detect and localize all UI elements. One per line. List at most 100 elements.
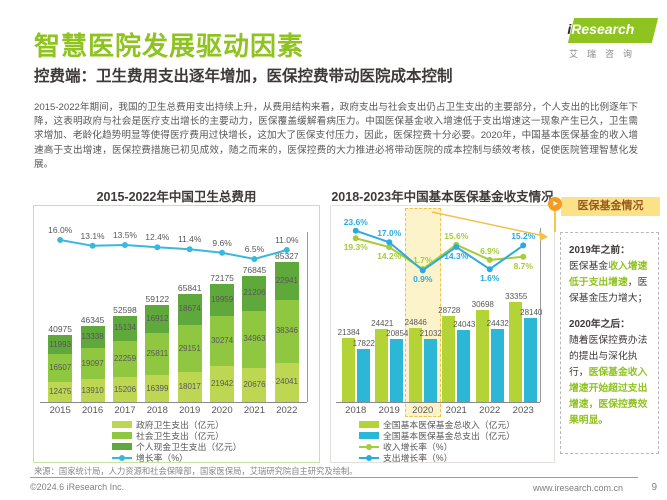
bar-segment — [48, 354, 73, 382]
income-growth-label: 19.3% — [343, 242, 368, 253]
legend-label: 增长率（%） — [136, 453, 188, 463]
x-tick-label: 2015 — [49, 405, 71, 416]
growth-rate-label: 16.0% — [48, 225, 73, 235]
legend-line-swatch — [112, 455, 132, 461]
segment-value: 38346 — [275, 326, 298, 336]
expense-growth-label: 15.2% — [511, 231, 536, 242]
x-tick-label: 2020 — [412, 405, 434, 416]
bar-segment — [48, 334, 73, 355]
income-value: 30698 — [471, 299, 494, 309]
income-bar — [408, 327, 422, 402]
expense-value: 17822 — [352, 338, 375, 348]
body-paragraph: 2015-2022年期间，我国的卫生总费用支出持续上升，从费用结构来看，政府支出… — [34, 102, 638, 170]
x-tick-label: 2021 — [243, 405, 265, 416]
x-tick-label: 2019 — [378, 405, 400, 416]
bar-segment — [80, 325, 105, 348]
income-value: 28728 — [438, 305, 461, 315]
medical-insurance-fund-chart: 21384 17822 2018 24421 20854 2019 24846 21032 20… — [330, 205, 555, 463]
segment-value: 22941 — [275, 275, 298, 285]
income-value: 21384 — [337, 327, 360, 337]
bar-total: 72175 — [210, 272, 234, 283]
logo-green-box: iResearch — [567, 18, 659, 43]
expense-bar — [423, 338, 437, 402]
right-chart-title: 2018-2023年中国基本医保基金收支情况 — [331, 190, 554, 204]
sidebar-accent-text: 医保基金收入增速开始超过支出增速，医保控费效果明显。 — [569, 367, 648, 426]
expense-growth-label: 14.3% — [444, 250, 469, 261]
segment-value: 21206 — [243, 288, 266, 298]
legend-row: 全国基本医保基金总收入（亿元） — [359, 419, 515, 430]
bar-segment — [112, 340, 137, 378]
source-note: 来源：国家统计局，人力资源和社会保障部，国家医保局，艾瑞研究院自主研究及绘制。 — [34, 466, 358, 476]
bar-segment — [80, 379, 105, 402]
x-tick-label: 2018 — [345, 405, 367, 416]
growth-rate-label: 6.5% — [244, 244, 265, 254]
legend-row: 增长率（%） — [112, 452, 188, 463]
bar-segment — [210, 365, 235, 402]
segment-value: 19097 — [81, 358, 104, 368]
legend-row: 全国基本医保基金总支出（亿元） — [359, 430, 515, 441]
legend-swatch — [359, 421, 379, 428]
bar-total: 59122 — [145, 293, 170, 304]
bar-segment — [177, 372, 202, 402]
expense-growth-label: 17.0% — [377, 228, 402, 239]
income-value: 24421 — [371, 318, 394, 328]
segment-value: 16912 — [146, 313, 169, 323]
segment-value: 15206 — [113, 384, 137, 394]
footer-copyright: ©2024.6 iResearch Inc. — [30, 482, 125, 492]
chart-legend: 全国基本医保基金总收入（亿元） 全国基本医保基金总支出（亿元） 收入增长率（%） 支出… — [331, 419, 554, 463]
segment-value: 34963 — [243, 334, 266, 344]
legend-line-swatch — [359, 455, 379, 461]
iresearch-logo: iResearch 艾瑞咨询 — [565, 18, 659, 60]
bar-segment — [145, 332, 170, 376]
legend-row: 社会卫生支出（亿元） — [112, 430, 224, 441]
expense-value: 20854 — [386, 329, 409, 339]
sidebar-section-body: 随着医保控费办法的提出与深化执行，医保基金收入增速开始超过支出增速，医保控费效果… — [569, 333, 650, 429]
segment-value: 13338 — [81, 331, 104, 341]
segment-value: 20676 — [243, 380, 266, 390]
expense-bar — [524, 317, 538, 402]
segment-value: 16507 — [49, 362, 72, 372]
growth-rate-label: 12.4% — [145, 232, 170, 243]
expense-bar — [356, 348, 370, 402]
segment-value: 21942 — [210, 378, 234, 388]
segment-value: 24041 — [275, 377, 298, 387]
segment-value: 18674 — [178, 304, 201, 314]
sidebar-section-heading: 2019年之前： — [569, 245, 630, 256]
bar-segment — [177, 293, 202, 325]
expense-value: 24043 — [453, 319, 476, 329]
income-value: 33355 — [505, 292, 528, 301]
income-growth-label: 1.7% — [413, 255, 433, 266]
x-axis — [40, 402, 307, 403]
legend-line-swatch — [359, 444, 379, 450]
income-growth-label: 6.9% — [480, 245, 500, 256]
expense-bar — [490, 328, 504, 402]
x-tick-label: 2020 — [211, 405, 233, 416]
expense-growth-label: 1.6% — [480, 273, 500, 284]
health-expenditure-chart: 12475 16507 11993 40975 2015 13910 19097 13338 4… — [33, 205, 320, 463]
secondary-y-axis — [307, 232, 308, 402]
growth-rate-label: 9.6% — [212, 237, 232, 248]
legend-swatch — [112, 432, 132, 439]
expense-bar — [390, 339, 404, 402]
legend-swatch — [112, 421, 132, 428]
legend-row: 支出增长率（%） — [359, 452, 452, 463]
sidebar-section-heading: 2020年之后： — [569, 319, 630, 330]
segment-value: 22259 — [113, 353, 137, 363]
bar-segment — [242, 310, 267, 369]
footer-page-number: 9 — [651, 482, 657, 493]
x-tick-label: 2022 — [479, 405, 501, 416]
segment-value: 15134 — [113, 323, 137, 333]
bar-total: 46345 — [80, 314, 105, 325]
segment-value: 29151 — [178, 343, 201, 353]
x-tick-label: 2021 — [445, 405, 467, 416]
bar-total: 52598 — [113, 304, 137, 315]
legend-label: 个人现金卫生支出（亿元） — [136, 442, 242, 452]
income-growth-label: 14.2% — [377, 251, 402, 262]
left-chart-title: 2015-2022年中国卫生总费用 — [96, 190, 257, 204]
bar-segment — [242, 275, 267, 311]
expense-growth-label: 23.6% — [343, 216, 368, 227]
growth-rate-label: 11.0% — [275, 235, 299, 245]
segment-value: 18017 — [178, 382, 201, 392]
legend-label: 支出增长率（%） — [383, 453, 453, 463]
